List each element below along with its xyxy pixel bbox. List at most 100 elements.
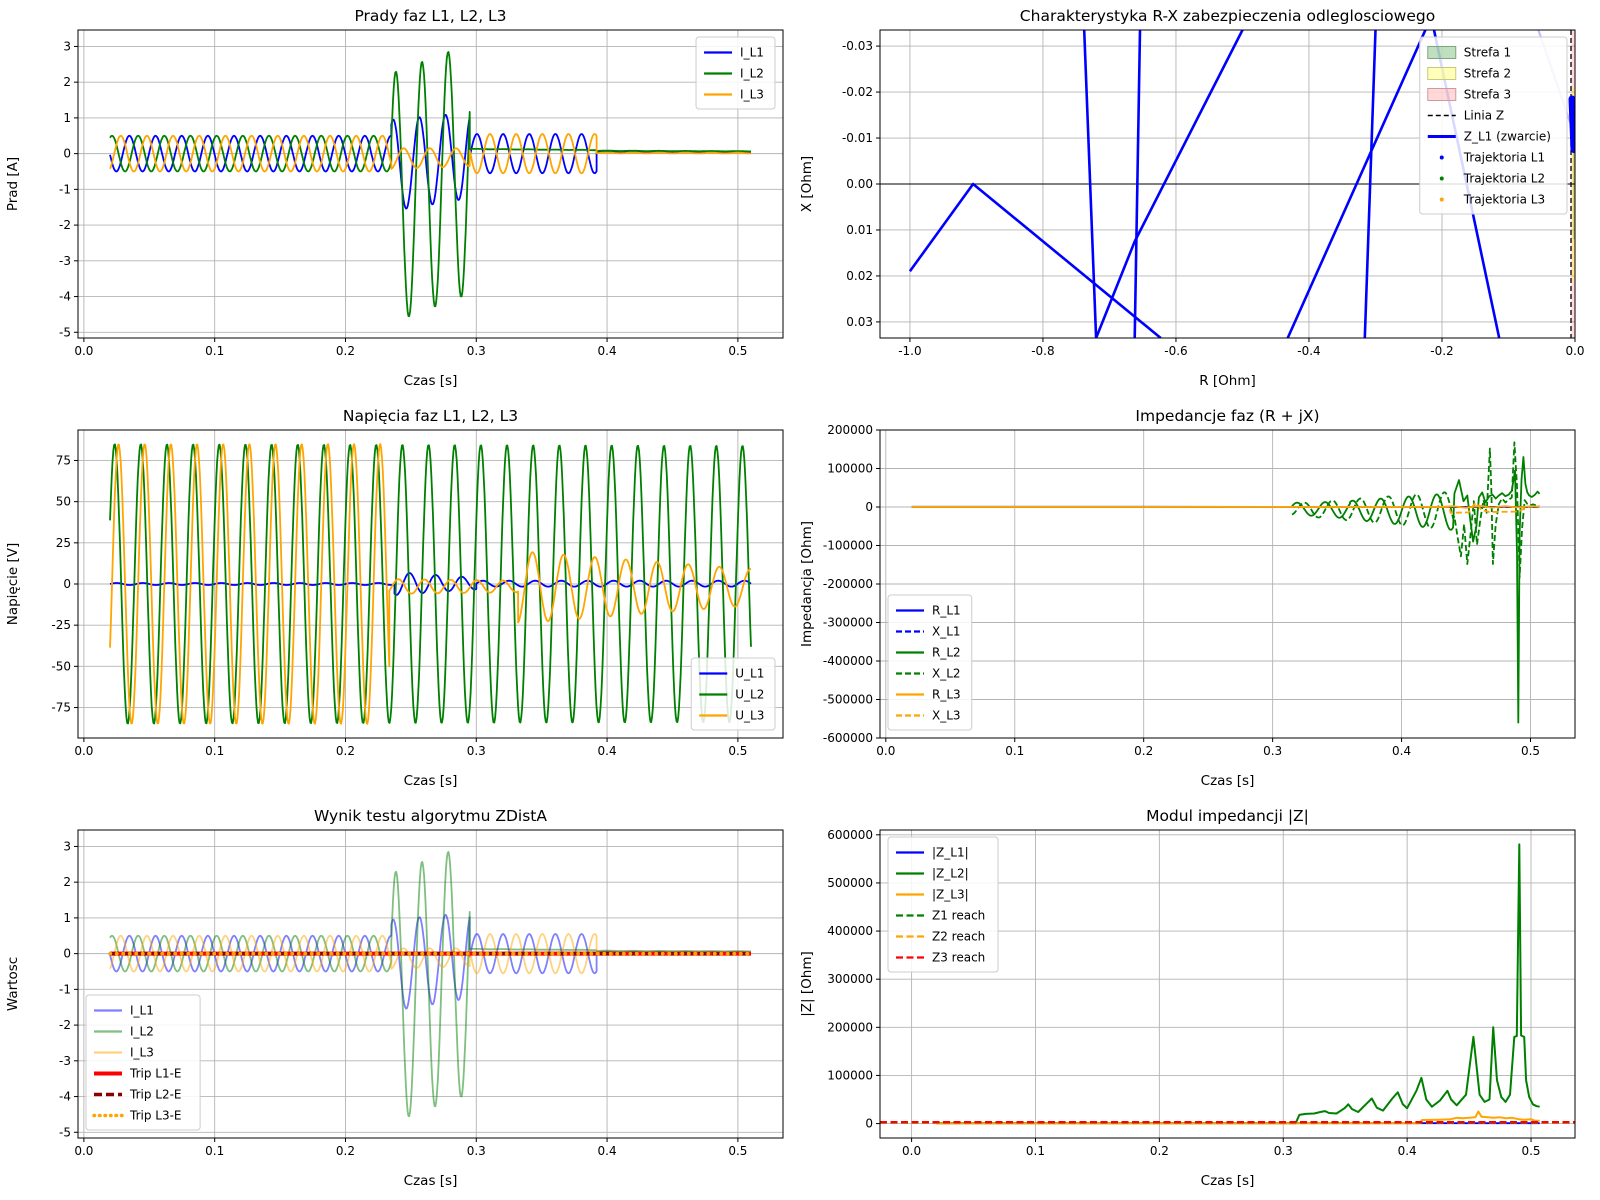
x-tick-label: 0.4 <box>1392 744 1411 758</box>
y-axis-label: Prad [A] <box>5 157 21 211</box>
legend-patch-swatch <box>1427 46 1457 59</box>
R_L2 <box>1291 456 1541 724</box>
legend-label: Trip L1-E <box>129 1067 182 1081</box>
legend-box <box>887 594 973 731</box>
I_L1 <box>109 914 751 1010</box>
y-tick-label: -3 <box>59 1054 71 1068</box>
I_L3 <box>109 133 752 175</box>
y-tick-label: 75 <box>56 453 71 467</box>
legend-label: I_L1 <box>740 46 764 60</box>
chart-wynik-zdista: 0.0 0.1 0.2 0.3 0.4 0.5 3 2 1 0 -1 -2 -3 -4 -5 Wynik te… <box>5 807 784 1189</box>
x-tick-label: 0.2 <box>336 344 355 358</box>
x-tick-label: 0.0 <box>1565 344 1584 358</box>
x-tick-label: 0.5 <box>728 344 747 358</box>
legend-label: Strefa 3 <box>1464 88 1511 102</box>
y-tick-label: -0.01 <box>842 131 873 145</box>
x-tick-label: 0.0 <box>74 744 93 758</box>
y-tick-label: -3 <box>59 254 71 268</box>
z-l1-seg-d <box>1094 30 1244 338</box>
legend-label: U_L1 <box>735 667 764 681</box>
y-tick-label: -50 <box>51 659 71 673</box>
x-tick-label: 0.2 <box>1150 1144 1169 1158</box>
legend-label: Trajektoria L1 <box>1463 151 1545 165</box>
chart-napiecia-faz: 0.0 0.1 0.2 0.3 0.4 0.5 75 50 25 0 -25 -50 -75 Napięc… <box>5 407 784 789</box>
X_L2 <box>1291 441 1540 579</box>
chart-title: Impedancje faz (R + jX) <box>1135 407 1319 425</box>
legend-label: U_L3 <box>735 709 764 723</box>
|Z_L3| <box>936 1110 1540 1125</box>
legend-label: Trip L3-E <box>129 1109 182 1123</box>
y-tick-label: 50 <box>56 495 71 509</box>
y-tick-label: 500000 <box>827 876 873 890</box>
z-l1-seg-a <box>908 182 1162 338</box>
x-axis-label: R [Ohm] <box>1199 373 1256 389</box>
x-tick-label: 0.3 <box>1263 744 1282 758</box>
x-tick-label: 0.4 <box>598 344 617 358</box>
y-tick-label: 0 <box>63 147 71 161</box>
axes-spines <box>879 829 1576 1139</box>
legend-label: I_L2 <box>740 67 764 81</box>
x-tick-label: -0.2 <box>1430 344 1453 358</box>
chart-modul-z: 0.0 0.1 0.2 0.3 0.4 0.5 0 100000 200000 300000 400… <box>800 807 1576 1189</box>
z-l1-seg-c <box>1133 30 1142 338</box>
|Z_L2| <box>936 843 1540 1125</box>
chart-impedancje-faz: 0.0 0.1 0.2 0.3 0.4 0.5 200000 100000 0 -100000 -2… <box>800 407 1576 789</box>
legend-label: Strefa 2 <box>1464 67 1511 81</box>
y-axis-label: X [Ohm] <box>800 156 815 212</box>
y-tick-label: -5 <box>59 325 71 339</box>
x-tick-label: -0.4 <box>1297 344 1320 358</box>
x-axis-label: Czas [s] <box>404 373 458 389</box>
x-tick-label: -0.6 <box>1164 344 1187 358</box>
x-tick-label: 0.3 <box>467 1144 486 1158</box>
y-tick-label: 1 <box>63 111 71 125</box>
y-tick-label: -2 <box>59 218 71 232</box>
y-tick-label: 2 <box>63 75 71 89</box>
y-tick-label: 100000 <box>827 1068 873 1082</box>
x-tick-label: 0.0 <box>876 744 895 758</box>
z-l1-cluster <box>1568 95 1575 153</box>
x-tick-label: 0.3 <box>1274 1144 1293 1158</box>
y-tick-label: -300000 <box>823 616 873 630</box>
legend-box <box>85 994 201 1131</box>
y-tick-label: 25 <box>56 536 71 550</box>
I_L2 <box>109 51 751 318</box>
x-axis-label: Czas [s] <box>1201 1173 1255 1189</box>
y-tick-label: 3 <box>63 39 71 53</box>
y-tick-label: -25 <box>51 618 71 632</box>
z-l1-seg-b <box>1082 30 1098 338</box>
x-axis-label: Czas [s] <box>404 1173 458 1189</box>
legend-label: Z3 reach <box>932 951 985 965</box>
y-axis-label: |Z| [Ohm] <box>800 951 815 1017</box>
x-tick-label: -1.0 <box>898 344 921 358</box>
x-tick-label: 0.1 <box>1026 1144 1045 1158</box>
legend-label: |Z_L3| <box>932 888 969 902</box>
legend-marker-swatch <box>1439 197 1444 202</box>
x-tick-label: 0.2 <box>336 1144 355 1158</box>
chart-prady-faz: 0.0 0.1 0.2 0.3 0.4 0.5 3 2 1 0 -1 -2 -3 -4 -5 Prady fa… <box>5 7 784 389</box>
legend-box <box>695 36 776 110</box>
y-tick-label: -4 <box>59 290 71 304</box>
y-tick-label: 0.02 <box>846 269 873 283</box>
chart-title: Napięcia faz L1, L2, L3 <box>343 407 518 425</box>
y-tick-label: 400000 <box>827 924 873 938</box>
y-tick-label: -0.03 <box>842 39 873 53</box>
x-tick-label: 0.1 <box>205 344 224 358</box>
legend-box <box>887 836 999 973</box>
y-axis-label: Wartosc <box>5 957 21 1011</box>
chart-title: Modul impedancji |Z| <box>1146 807 1309 825</box>
legend-label: U_L2 <box>735 688 764 702</box>
U_L3 <box>109 443 751 725</box>
z-l1-seg-f <box>1286 30 1427 338</box>
chart-title: Charakterystyka R-X zabezpieczenia odleg… <box>1020 7 1435 25</box>
x-axis-label: Czas [s] <box>404 773 458 789</box>
legend-label: X_L3 <box>932 709 961 723</box>
x-tick-label: 0.0 <box>74 1144 93 1158</box>
x-tick-label: 0.5 <box>1521 744 1540 758</box>
x-tick-label: 0.3 <box>467 344 486 358</box>
x-axis-label: Czas [s] <box>1201 773 1255 789</box>
legend-patch-swatch <box>1427 67 1457 80</box>
y-tick-label: 600000 <box>827 828 873 842</box>
y-axis-label: Napięcie [V] <box>5 543 21 626</box>
y-tick-label: 0.03 <box>846 315 873 329</box>
y-tick-label: 100000 <box>827 462 873 476</box>
